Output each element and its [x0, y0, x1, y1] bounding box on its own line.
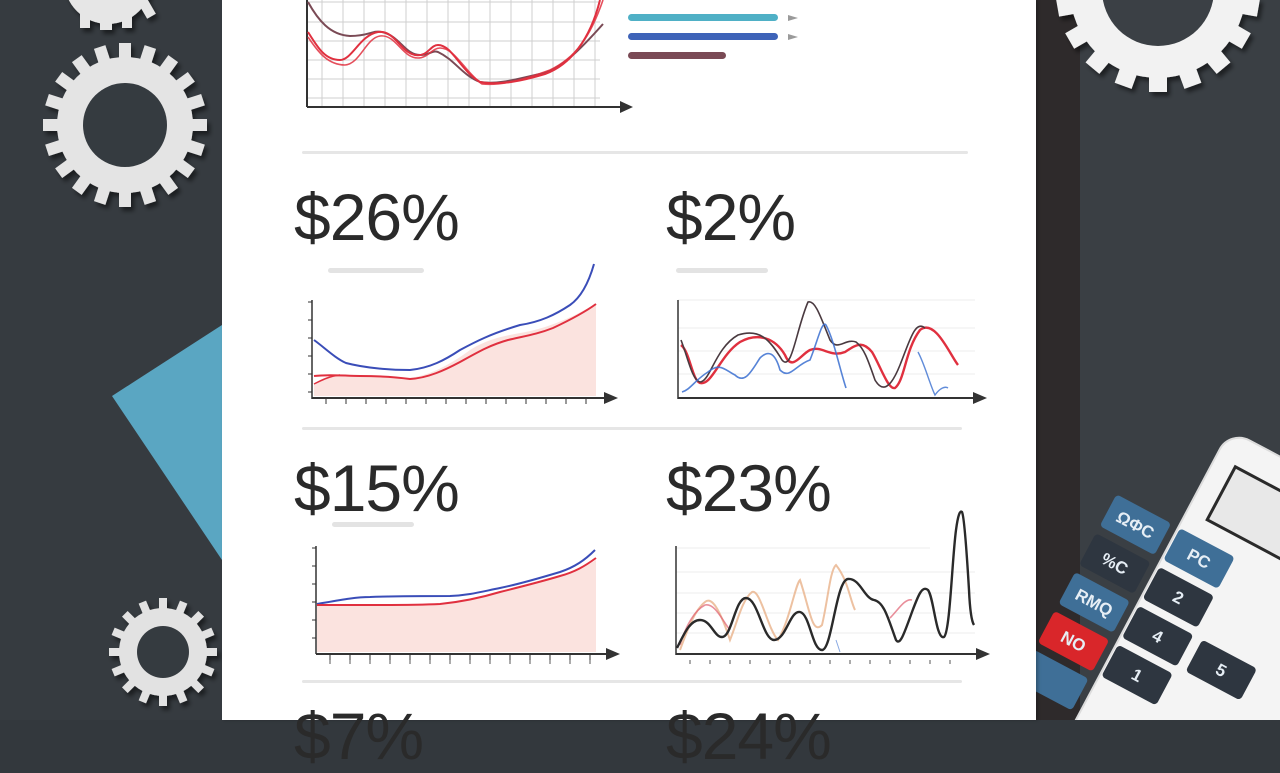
gear-icon — [1055, 0, 1261, 92]
calculator-key: 1 — [1102, 646, 1172, 705]
section-divider — [302, 151, 968, 154]
calculator-icon: ΩΦC PC %C 2 RMQ 4 5 NO — [1018, 436, 1280, 720]
legend-arrow-icon — [788, 15, 798, 21]
calculator-key: RMQ — [1059, 573, 1129, 632]
gear-icon — [68, 0, 156, 30]
charts-layer — [306, 0, 990, 664]
chart-2-percent — [677, 299, 987, 404]
metric-subtitle-placeholder — [332, 522, 414, 527]
chart-top-line — [306, 0, 633, 113]
legend-swatch-maroon — [628, 52, 726, 59]
section-divider — [302, 680, 962, 683]
report-page — [222, 0, 1036, 720]
metric-subtitle-placeholder — [676, 268, 768, 273]
gear-icon — [109, 598, 217, 706]
calculator-key: 4 — [1123, 607, 1193, 666]
calculator-key: %C — [1080, 534, 1150, 593]
chart-15-percent — [312, 546, 620, 660]
legend-swatch-teal — [628, 14, 778, 21]
gear-icon — [43, 43, 207, 207]
calculator-key: 2 — [1143, 568, 1213, 627]
chart-23-percent — [675, 510, 990, 660]
calculator-key: NO — [1039, 612, 1108, 671]
metric-value: $26% — [294, 180, 460, 254]
legend-arrow-icon — [788, 34, 798, 40]
calculator-key: PC — [1164, 529, 1234, 588]
metric-value: $23% — [666, 451, 832, 525]
calculator-key: ΩΦC — [1101, 495, 1170, 554]
gears-decoration — [43, 0, 1261, 706]
chart-26-percent — [308, 263, 618, 404]
metric-value: $2% — [666, 180, 796, 254]
metric-value: $15% — [294, 451, 460, 525]
legend-swatch-blue — [628, 33, 778, 40]
section-divider — [302, 427, 962, 430]
metric-subtitle-placeholder — [328, 268, 424, 273]
calculator-key: 5 — [1186, 640, 1256, 700]
bottom-tick-marks — [329, 660, 951, 664]
